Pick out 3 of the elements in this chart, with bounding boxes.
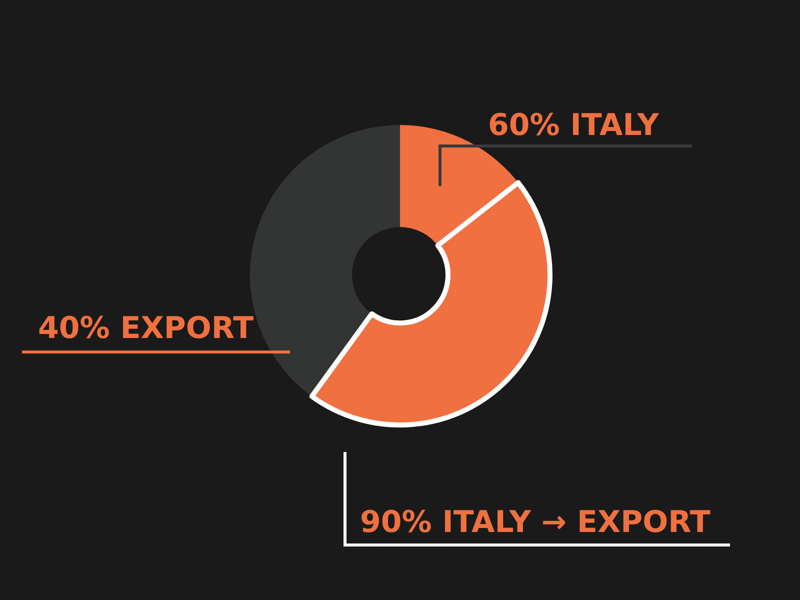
text: 90% ITALY → EXPORT bbox=[360, 505, 711, 540]
slice-label: 60% ITALY bbox=[488, 108, 660, 143]
slice-label: 40% EXPORT bbox=[38, 311, 254, 346]
